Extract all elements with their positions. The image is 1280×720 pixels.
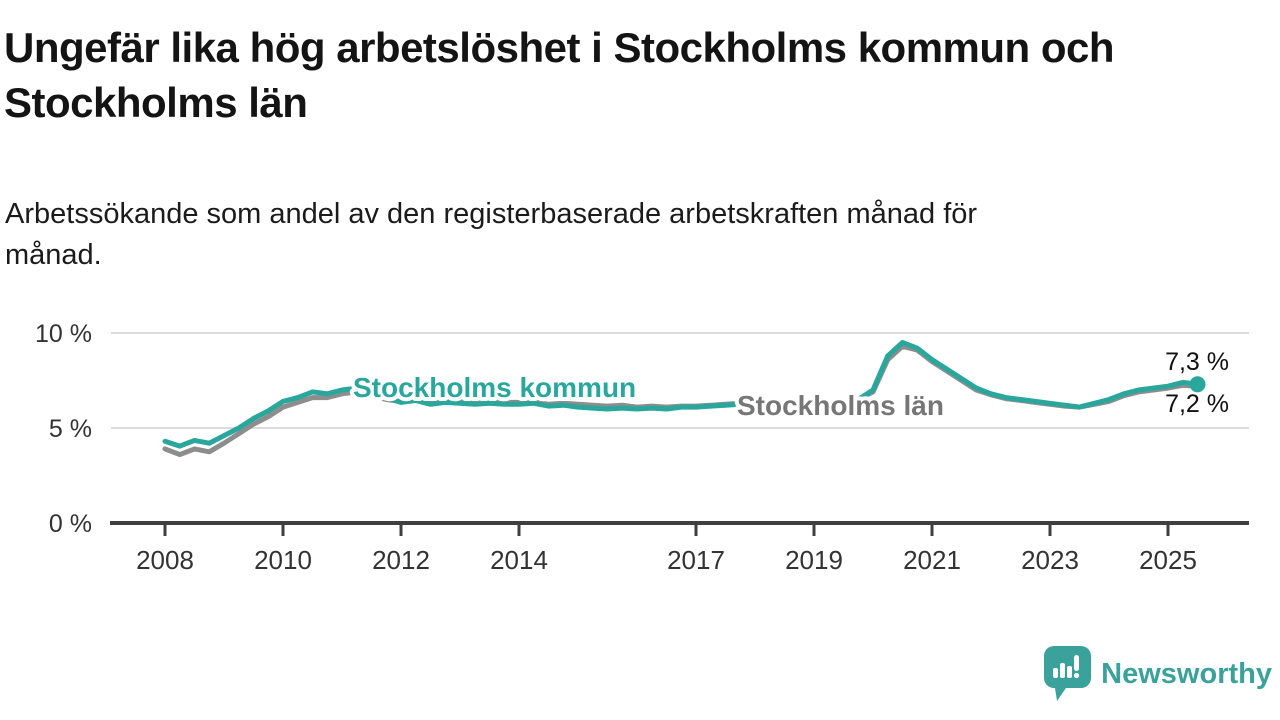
x-tick-label: 2017 <box>667 545 725 575</box>
chart-subtitle: Arbetssökande som andel av den registerb… <box>5 194 977 276</box>
x-tick-label: 2008 <box>136 545 194 575</box>
subtitle-line-2: månad. <box>5 239 102 271</box>
y-tick-label: 5 % <box>49 415 92 443</box>
x-tick-label: 2014 <box>490 545 548 575</box>
x-tick-label: 2023 <box>1021 545 1079 575</box>
x-tick-label: 2021 <box>903 545 961 575</box>
y-tick-label: 10 % <box>35 320 92 348</box>
newsworthy-brand: Newsworthy <box>1044 646 1272 702</box>
subtitle-line-1: Arbetssökande som andel av den registerb… <box>5 198 978 230</box>
series-inline-label: Stockholms kommun <box>353 372 636 403</box>
series-end-dot <box>1189 376 1206 393</box>
chart-title: Ungefär lika hög arbetslöshet i Stockhol… <box>4 20 1115 130</box>
series-inline-label: Stockholms län <box>737 390 944 421</box>
x-tick-label: 2025 <box>1139 545 1197 575</box>
exclamation-dot <box>1074 672 1080 679</box>
x-tick-label: 2012 <box>372 545 430 575</box>
x-tick-label: 2019 <box>785 545 843 575</box>
newsworthy-logo-icon <box>1044 646 1092 701</box>
brand-name: Newsworthy <box>1101 657 1272 690</box>
bar-2 <box>1060 663 1066 678</box>
bar-1 <box>1053 668 1059 678</box>
end-value-label: 7,2 % <box>1165 390 1229 418</box>
exclamation-bar <box>1074 655 1080 671</box>
x-tick-label: 2010 <box>254 545 312 575</box>
end-value-label: 7,3 % <box>1165 348 1229 376</box>
title-line-2: Stockholms län <box>4 79 308 126</box>
series-line-stockholms-kommun <box>162 340 1200 449</box>
y-tick-label: 0 % <box>49 510 92 538</box>
bar-3 <box>1067 666 1073 678</box>
title-line-1: Ungefär lika hög arbetslöshet i Stockhol… <box>4 24 1115 71</box>
